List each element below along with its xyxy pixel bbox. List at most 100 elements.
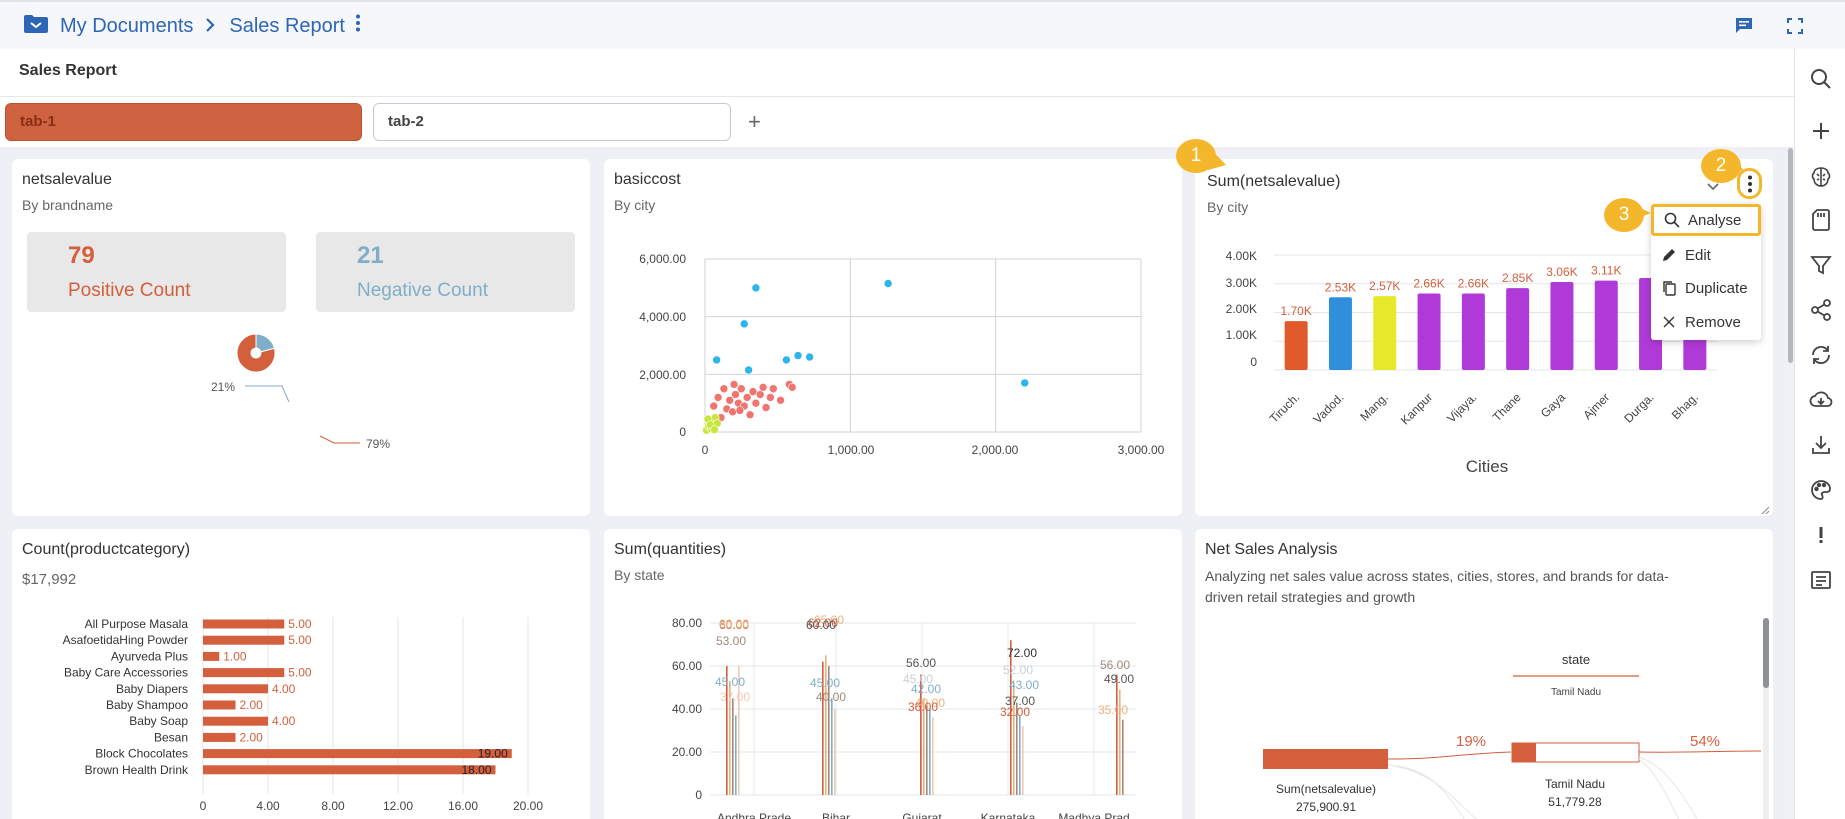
tab-2[interactable]: tab-2 — [373, 103, 731, 141]
more-vertical-icon[interactable] — [355, 14, 365, 38]
card-sum-quantities[interactable]: Sum(quantities) By state 60.00 60.00 53.00… — [604, 529, 1182, 819]
bar-data-label: 32.00 — [1000, 705, 1030, 719]
fullscreen-icon[interactable] — [1787, 18, 1803, 34]
bar — [1594, 280, 1618, 370]
notes-icon[interactable] — [1795, 560, 1845, 600]
card-netsalevalue[interactable]: netsalevalue By brandname 79 Positive Co… — [12, 159, 590, 516]
chevron-down-icon[interactable] — [1706, 179, 1720, 191]
scatter-chart: 6,000.00 4,000.00 2,000.00 0 0 1,000.00 … — [639, 252, 1164, 457]
bar — [1122, 719, 1124, 795]
bar-data-label: 56.00 — [1100, 658, 1130, 672]
download-icon[interactable] — [1795, 425, 1845, 465]
scatter-point — [709, 401, 719, 411]
scatter-point — [751, 283, 761, 293]
scatter-point — [883, 279, 893, 288]
scatter-point — [782, 355, 791, 365]
plus-icon[interactable] — [1795, 111, 1845, 151]
pie-slice — [236, 333, 276, 373]
x-tick: Madhya Prad — [1058, 811, 1129, 819]
card-net-sales-analysis[interactable]: Net Sales Analysis Analyzing net sales v… — [1195, 529, 1773, 819]
y-tick: Baby Care Accessories — [64, 666, 188, 680]
chevron-right-icon — [205, 15, 217, 38]
scatter-point — [761, 403, 771, 412]
bar-data-label: 2.66K — [1413, 277, 1444, 291]
bar — [920, 674, 922, 795]
x-tick: Kanpur — [1398, 390, 1435, 427]
menu-item-analyse[interactable]: Analyse — [1651, 204, 1761, 236]
search-icon[interactable] — [1795, 59, 1845, 99]
top-bar: My Documents Sales Report — [0, 0, 1845, 49]
share-icon[interactable] — [1795, 290, 1845, 330]
menu-item-edit[interactable]: Edit — [1651, 239, 1761, 271]
state-node-label: Tamil Nadu — [1545, 777, 1605, 791]
report-header: Sales Report — [0, 49, 1794, 97]
callout-badge-2: 2 — [1701, 149, 1741, 183]
scrollbar[interactable] — [1787, 148, 1794, 819]
sd-card-icon[interactable] — [1795, 200, 1845, 240]
negative-count-label: Negative Count — [357, 280, 488, 301]
card-subtitle: By city — [614, 197, 656, 213]
inner-scrollbar-thumb[interactable] — [1763, 618, 1769, 688]
add-tab-button[interactable]: + — [748, 109, 761, 134]
bar — [203, 716, 268, 726]
bar — [825, 655, 827, 795]
card-subtitle: By city — [1207, 199, 1249, 215]
bar-data-label: 37.00 — [1005, 694, 1035, 708]
bar — [729, 681, 731, 795]
scatter-point — [728, 407, 737, 417]
bar — [1506, 288, 1530, 370]
scatter-point — [712, 355, 721, 365]
x-tick: 4.00 — [256, 799, 280, 813]
palette-icon[interactable] — [1795, 470, 1845, 510]
folder-icon[interactable] — [23, 14, 49, 34]
bar — [203, 765, 496, 775]
refresh-icon[interactable] — [1795, 335, 1845, 375]
bar — [1284, 321, 1308, 370]
x-tick: Ajmer — [1580, 390, 1612, 422]
bar — [1417, 293, 1441, 370]
scatter-point — [1020, 378, 1030, 388]
scatter-point — [737, 384, 746, 394]
filter-icon[interactable] — [1795, 245, 1845, 285]
scrollbar-thumb[interactable] — [1788, 148, 1793, 363]
alert-icon[interactable] — [1795, 515, 1845, 555]
y-tick: Baby Shampoo — [106, 698, 188, 712]
tab-1[interactable]: tab-1 — [5, 103, 362, 141]
menu-item-duplicate[interactable]: Duplicate — [1651, 272, 1761, 304]
bar-data-label: 40.00 — [816, 690, 846, 704]
bar-data-label: 42.00 — [911, 682, 941, 696]
percent-left-label: 19% — [1456, 733, 1486, 750]
y-tick: Brown Health Drink — [85, 763, 189, 777]
bar-data-label: 49.00 — [1104, 672, 1134, 686]
bar-data-label: 4.00 — [272, 714, 296, 728]
brain-icon[interactable] — [1795, 157, 1845, 197]
card-subtitle: $17,992 — [22, 571, 77, 588]
y-tick: All Purpose Masala — [85, 617, 189, 631]
scatter-point — [758, 383, 768, 392]
callout-badge-1: 1 — [1176, 139, 1216, 173]
comment-icon[interactable] — [1734, 17, 1754, 35]
cloud-download-icon[interactable] — [1795, 380, 1845, 420]
menu-item-remove[interactable]: Remove — [1651, 306, 1761, 338]
card-count-productcategory[interactable]: Count(productcategory) $17,992 All Purpo… — [12, 529, 590, 819]
bar — [203, 635, 285, 645]
card-subtitle: By brandname — [22, 197, 114, 213]
page-title: Sales Report — [19, 62, 117, 79]
breadcrumb-my-documents[interactable]: My Documents — [60, 14, 194, 37]
bar-data-label: 60.00 — [719, 617, 749, 631]
inner-scrollbar[interactable] — [1763, 618, 1769, 819]
breadcrumb-sales-report[interactable]: Sales Report — [229, 14, 345, 37]
bar — [1119, 689, 1121, 795]
card-basiccost[interactable]: basiccost By city 6,000.00 4,000.00 2,00… — [604, 159, 1182, 516]
resize-handle-icon[interactable] — [1760, 503, 1770, 514]
scatter-point — [748, 387, 758, 396]
y-tick: 0 — [1250, 355, 1257, 369]
more-options-button[interactable] — [1737, 168, 1762, 199]
menu-item-label: Analyse — [1688, 211, 1742, 229]
bar-data-label: 2.57K — [1369, 279, 1400, 293]
bar — [1016, 702, 1018, 795]
card-description: Analyzing net sales value across states,… — [1205, 568, 1669, 605]
bar-data-label: 45.00 — [810, 676, 840, 690]
bar — [735, 715, 737, 795]
positive-count-label: Positive Count — [68, 280, 191, 301]
